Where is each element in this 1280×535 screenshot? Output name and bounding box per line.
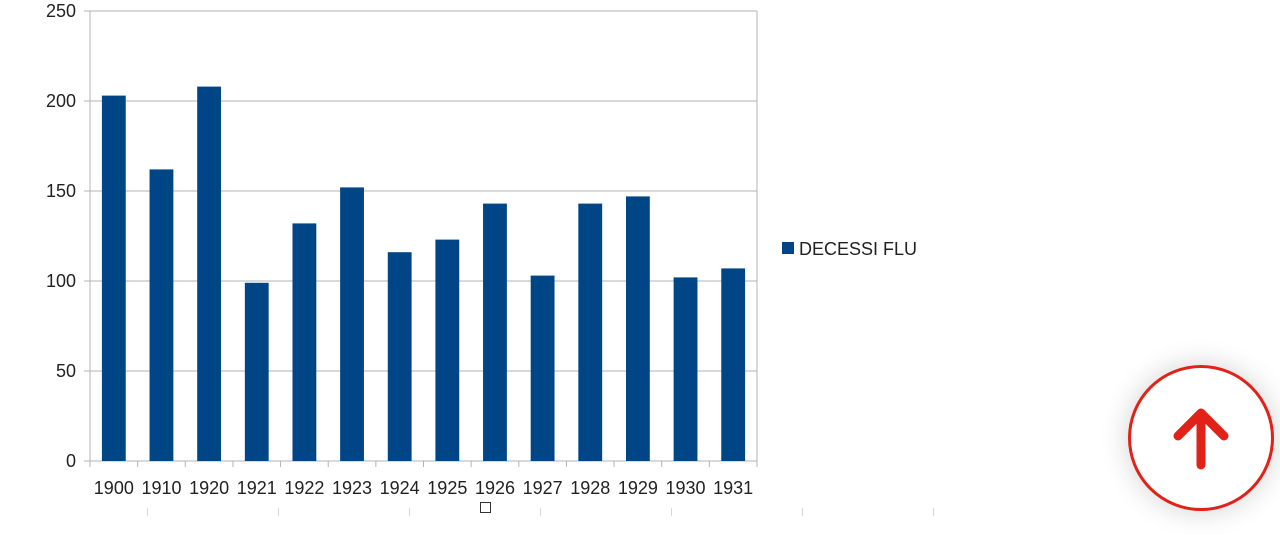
x-tick-label: 1922 <box>284 478 324 498</box>
scroll-to-top-button[interactable] <box>1128 365 1274 511</box>
axes <box>89 11 758 467</box>
x-tick-label: 1900 <box>94 478 134 498</box>
y-tick-label: 250 <box>46 1 76 21</box>
x-tick-label: 1928 <box>570 478 610 498</box>
legend-label: DECESSI FLU <box>799 239 917 259</box>
bar-1920 <box>197 86 222 461</box>
bar-1929 <box>625 196 650 461</box>
y-tick-label: 200 <box>46 91 76 111</box>
legend: DECESSI FLU <box>782 239 917 259</box>
footer-divider <box>278 508 279 516</box>
footer-divider <box>540 508 541 516</box>
bar-1922 <box>292 223 317 461</box>
x-tick-label: 1931 <box>713 478 753 498</box>
selection-handle[interactable] <box>480 502 491 513</box>
x-tick-label: 1924 <box>380 478 420 498</box>
x-tick-label: 1930 <box>666 478 706 498</box>
y-tick-label: 50 <box>56 361 76 381</box>
y-tick-label: 100 <box>46 271 76 291</box>
y-tick-label: 150 <box>46 181 76 201</box>
x-tick-label: 1921 <box>237 478 277 498</box>
bar-1910 <box>149 169 174 461</box>
bar-1926 <box>483 203 507 461</box>
footer-divider <box>802 508 803 516</box>
footer-divider <box>147 508 148 516</box>
y-tick-labels: 0 50 100 150 200 250 <box>46 1 76 471</box>
gridlines <box>84 10 757 462</box>
x-tick-label: 1927 <box>523 478 563 498</box>
bar-1924 <box>387 252 412 461</box>
footer-divider <box>409 508 410 516</box>
bar-1923 <box>340 187 364 461</box>
bar-1927 <box>530 275 555 461</box>
footer-divider <box>933 508 934 516</box>
x-tick-labels: 1900 1910 1920 1921 1922 1923 1924 1925 1926 1927… <box>94 478 753 498</box>
arrow-up-icon <box>1173 408 1229 470</box>
x-tick-label: 1910 <box>141 478 181 498</box>
legend-swatch <box>782 242 794 254</box>
bar-1900 <box>101 95 126 461</box>
bars <box>101 86 746 461</box>
footer-divider <box>671 508 672 516</box>
x-tick-label: 1926 <box>475 478 515 498</box>
x-tick-label: 1929 <box>618 478 658 498</box>
bar-1930 <box>673 277 698 461</box>
x-tick-label: 1923 <box>332 478 372 498</box>
x-tick-label: 1925 <box>427 478 467 498</box>
bar-1921 <box>244 282 269 461</box>
bar-1928 <box>578 203 603 461</box>
x-tick-label: 1920 <box>189 478 229 498</box>
bar-1925 <box>435 239 460 461</box>
y-tick-label: 0 <box>66 451 76 471</box>
bar-1931 <box>721 268 746 461</box>
